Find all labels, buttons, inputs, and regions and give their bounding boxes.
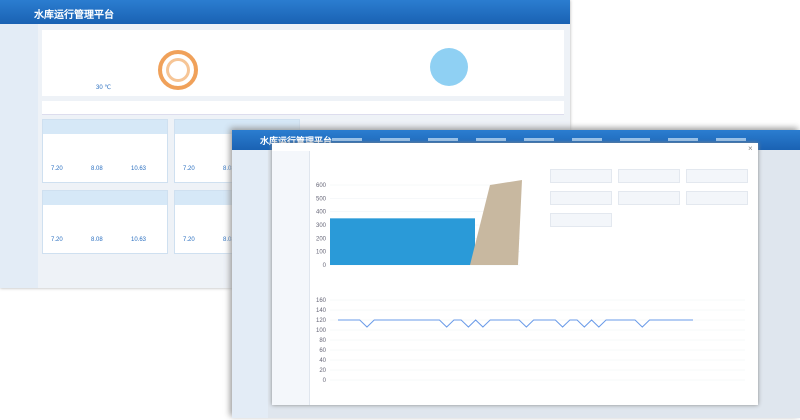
y-tick-label: 600 — [316, 183, 327, 189]
info-field — [550, 191, 612, 205]
card-value: 7.20 — [51, 237, 63, 243]
card-header — [43, 120, 167, 134]
info-field — [550, 213, 612, 227]
nav-item — [524, 138, 554, 141]
ring-chart — [158, 50, 198, 90]
y-tick-label: 60 — [319, 348, 326, 354]
water-body — [330, 218, 475, 265]
top-bar: 水库运行管理平台 — [0, 0, 570, 24]
dam — [470, 180, 522, 265]
modal-menu — [272, 151, 310, 405]
overview-panel: 30 ℃ — [42, 30, 564, 96]
nav-item — [572, 138, 602, 141]
y-tick-label: 160 — [316, 298, 327, 304]
info-field — [550, 169, 612, 183]
station-card: 7.20 8.08 10.63 — [42, 119, 168, 183]
app-title: 水库运行管理平台 — [260, 136, 333, 146]
nav-item — [428, 138, 458, 141]
y-tick-label: 40 — [319, 358, 326, 364]
info-grid — [550, 169, 750, 229]
sidebar — [232, 150, 268, 418]
nav-item — [668, 138, 698, 141]
card-value: 10.63 — [131, 166, 147, 172]
y-tick-label: 100 — [316, 328, 327, 334]
pie-chart — [430, 48, 468, 86]
info-field — [618, 191, 680, 205]
y-tick-label: 80 — [319, 338, 326, 344]
y-tick-label: 140 — [316, 308, 327, 314]
nav-item — [332, 138, 362, 141]
nav-item — [380, 138, 410, 141]
y-tick-label: 0 — [323, 263, 327, 269]
temperature: 30 ℃ — [96, 85, 112, 91]
y-tick-label: 120 — [316, 318, 327, 324]
card-value: 8.08 — [223, 166, 235, 172]
sidebar — [0, 24, 38, 288]
y-tick-label: 100 — [316, 250, 327, 256]
nav-item — [476, 138, 506, 141]
card-value: 10.63 — [131, 237, 147, 243]
card-value: 7.20 — [183, 166, 195, 172]
y-tick-label: 400 — [316, 210, 327, 216]
card-value: 7.20 — [51, 166, 63, 172]
y-tick-label: 200 — [316, 236, 327, 242]
y-tick-label: 300 — [316, 223, 327, 229]
card-value: 8.08 — [223, 237, 235, 243]
y-tick-label: 500 — [316, 196, 327, 202]
card-value: 7.20 — [183, 237, 195, 243]
card-value: 8.08 — [91, 237, 103, 243]
card-header — [43, 191, 167, 205]
modal-close[interactable]: × — [748, 144, 753, 153]
nav-item — [716, 138, 746, 141]
line-series — [338, 319, 693, 328]
app-title: 水库运行管理平台 — [34, 10, 114, 21]
y-tick-label: 20 — [319, 368, 326, 374]
nav-item — [620, 138, 650, 141]
info-field — [618, 169, 680, 183]
info-field — [686, 191, 748, 205]
card-value: 8.08 — [91, 166, 103, 172]
station-card: 7.20 8.08 10.63 — [42, 190, 168, 254]
info-field — [686, 169, 748, 183]
y-tick-label: 0 — [323, 378, 327, 384]
tab-row — [42, 101, 564, 115]
